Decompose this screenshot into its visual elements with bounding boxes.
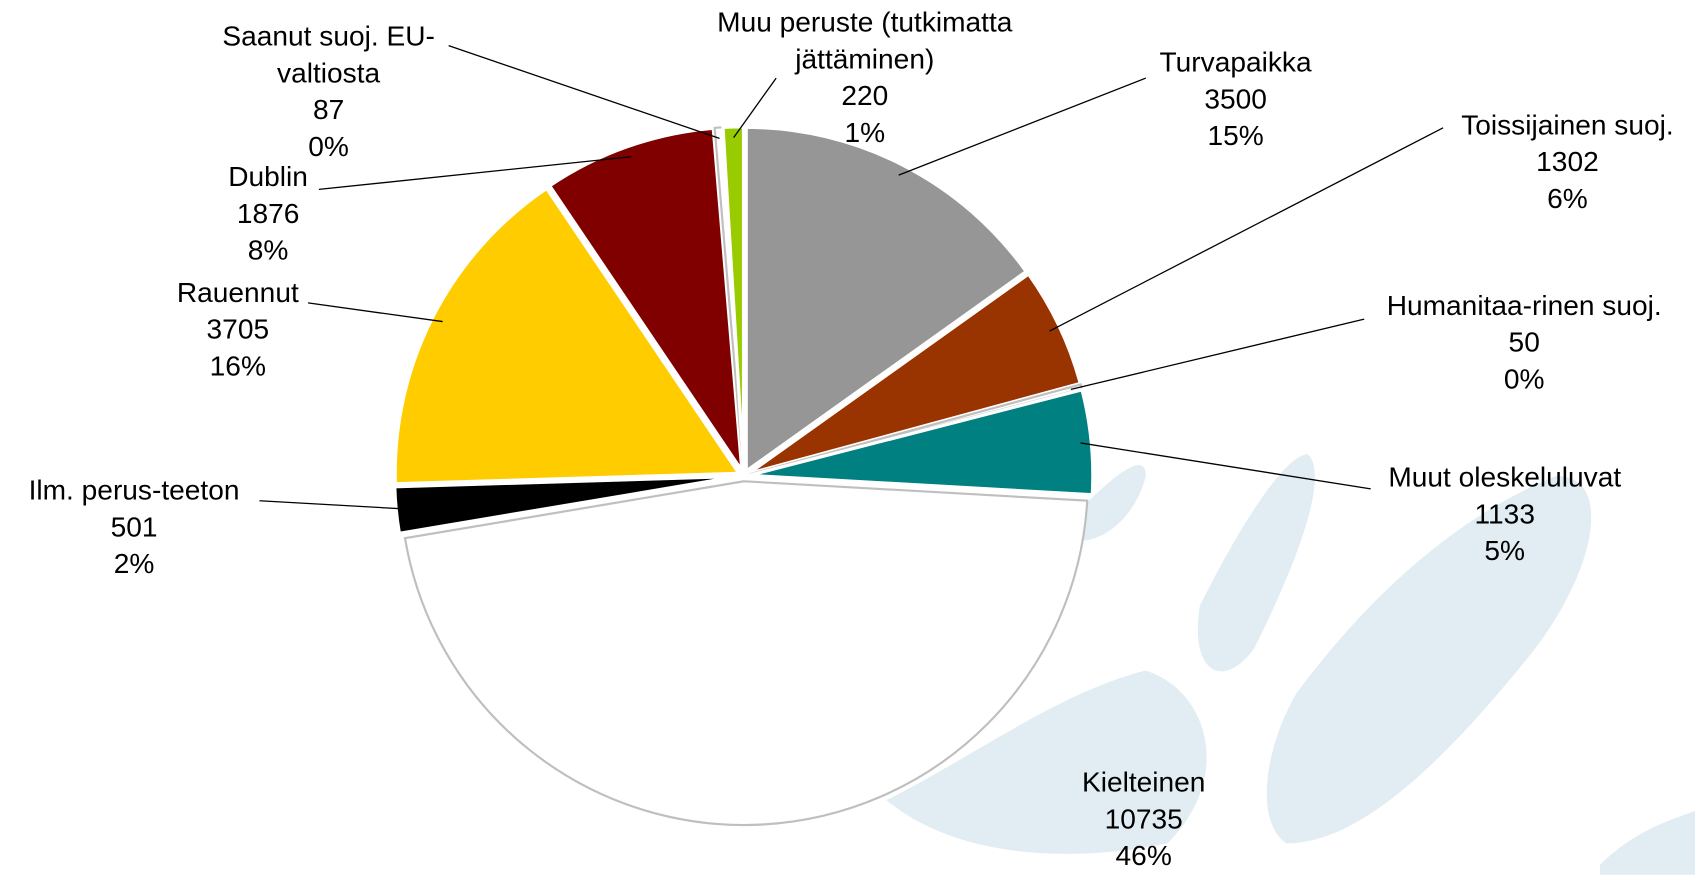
value-label: 3705: [130, 310, 346, 347]
leader-line: [449, 46, 720, 139]
percent-label: 0%: [1351, 360, 1695, 397]
value-label: 50: [1351, 323, 1695, 360]
value-label: 10735: [1036, 800, 1252, 837]
data-label: Humanitaa-rinen suoj.500%: [1351, 287, 1695, 438]
percent-label: 16%: [130, 347, 346, 384]
category-name: Turvapaikka: [1095, 43, 1376, 80]
chart: Turvapaikka350015% Toissijainen suoj.1302…: [0, 0, 1695, 875]
value-label: 87: [199, 91, 458, 128]
category-name: Ilm. perus-teeton: [4, 472, 263, 509]
percent-label: 46%: [1036, 837, 1252, 874]
category-name: Muu peruste (tutkimatta jättäminen): [686, 3, 1043, 77]
leader-line: [1071, 319, 1364, 389]
value-label: 1133: [1353, 495, 1656, 532]
percent-label: 5%: [1353, 532, 1656, 569]
category-name: Muut oleskeluluvat: [1353, 459, 1656, 496]
category-name: Saanut suoj. EU-valtiosta: [199, 18, 458, 92]
value-label: 3500: [1095, 80, 1376, 117]
value-label: 1876: [160, 195, 376, 232]
value-label: 501: [4, 508, 263, 545]
category-name: Toissijainen suoj.: [1416, 106, 1695, 143]
value-label: 1302: [1416, 143, 1695, 180]
percent-label: 2%: [4, 545, 263, 582]
percent-label: 0%: [199, 128, 458, 165]
percent-label: 1%: [686, 114, 1043, 151]
percent-label: 6%: [1416, 180, 1695, 217]
leader-line: [259, 501, 407, 509]
percent-label: 15%: [1095, 117, 1376, 154]
percent-label: 8%: [160, 232, 376, 269]
pie: [395, 127, 1093, 825]
value-label: 220: [686, 77, 1043, 114]
category-name: Kielteinen: [1036, 763, 1252, 800]
category-name: Humanitaa-rinen suoj.: [1351, 287, 1695, 324]
